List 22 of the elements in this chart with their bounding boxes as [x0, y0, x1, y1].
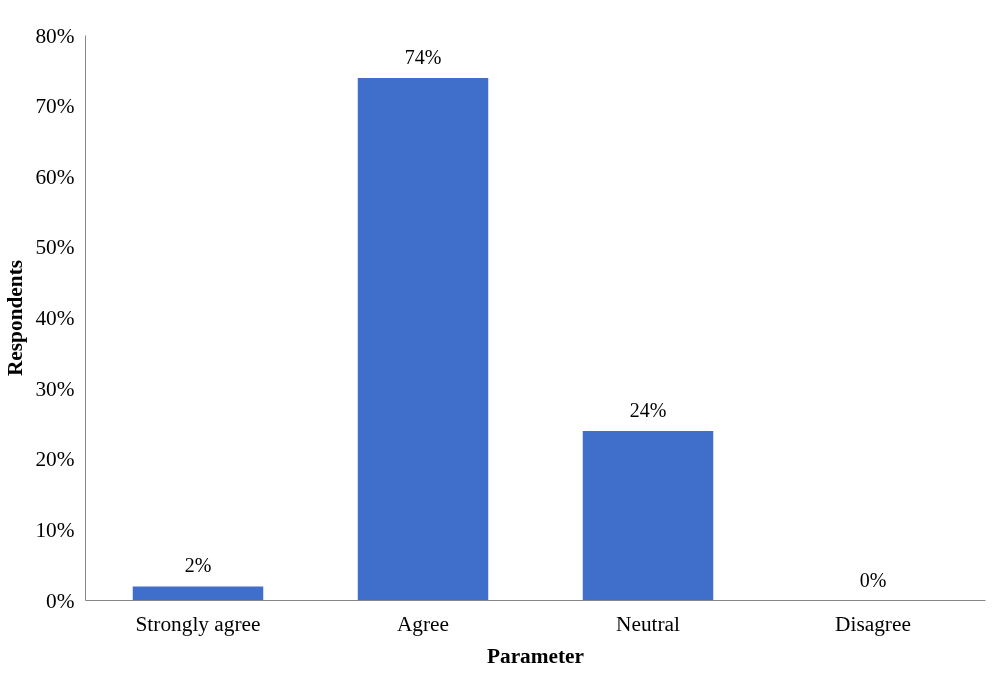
- y-tick-label: 80%: [35, 23, 75, 48]
- bar: [582, 431, 714, 601]
- x-tick-label: Neutral: [616, 611, 681, 636]
- data-label: 24%: [629, 399, 667, 421]
- bar: [132, 586, 264, 601]
- data-label: 0%: [859, 568, 887, 591]
- y-tick-label: 40%: [35, 306, 75, 330]
- y-axis-title: Respondents: [3, 259, 28, 377]
- data-label: 2%: [184, 554, 212, 577]
- y-tick-label: 60%: [35, 164, 75, 189]
- data-label: 74%: [404, 45, 442, 68]
- x-tick-label: Disagree: [835, 611, 911, 636]
- y-tick-label: 50%: [35, 235, 75, 260]
- y-tick-label: 70%: [35, 94, 75, 119]
- x-tick-label: Strongly agree: [135, 611, 261, 636]
- y-tick-label: 20%: [35, 447, 75, 472]
- y-tick-label: 0%: [46, 588, 75, 613]
- y-tick-label: 30%: [35, 376, 75, 401]
- bar: [357, 77, 489, 601]
- y-tick-label: 10%: [35, 517, 75, 542]
- x-axis-title: Parameter: [486, 643, 585, 668]
- x-tick-label: Agree: [396, 611, 450, 636]
